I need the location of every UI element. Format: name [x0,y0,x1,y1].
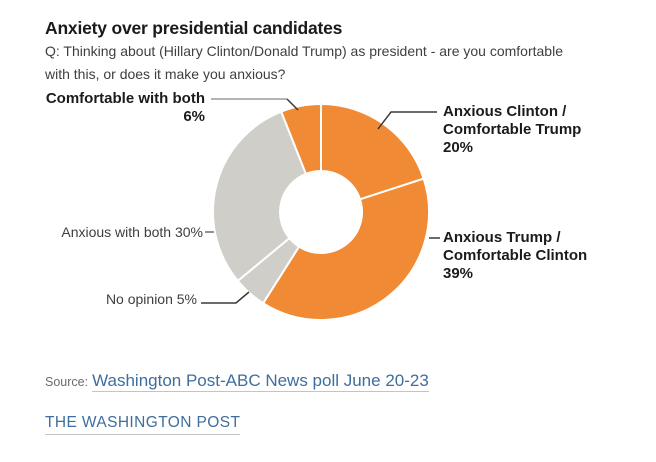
label-anxious-clinton-line2: Comfortable Trump [443,121,582,138]
slice-anxious-trump-comfortable-clinton [261,177,430,321]
label-comfortable-with-both-value: 6% [183,108,205,125]
label-anxious-trump-comfortable-clinton: Anxious Trump / Comfortable Clinton 39% [443,229,587,283]
label-no-opinion: No opinion 5% [105,291,197,307]
slice-no-opinion [236,236,301,305]
slice-comfortable-with-both [279,102,322,176]
slice-anxious-clinton-comfortable-trump [320,102,425,201]
donut-slices [212,102,430,321]
leader-lines [201,98,440,304]
label-anxious-with-both: Anxious with both 30% [61,224,203,240]
label-anxious-trump-value: 39% [443,265,474,282]
leader-no-opinion [201,291,250,304]
chart-title: Anxiety over presidential candidates [45,18,343,38]
label-comfortable-with-both-text: Comfortable with both [45,90,205,107]
label-anxious-clinton-line1: Anxious Clinton / [443,103,567,120]
label-anxious-trump-line2: Comfortable Clinton [443,247,588,264]
source-prefix: Source: [45,375,89,389]
label-comfortable-with-both: Comfortable with both 6% [46,90,205,126]
label-anxious-clinton-value: 20% [443,139,474,156]
publisher-link[interactable]: THE WASHINGTON POST [45,414,241,435]
leader-comfortable-with-both-tick [286,98,299,111]
label-anxious-trump-line1: Anxious Trump / [443,229,561,246]
slice-anxious-with-both [212,110,308,283]
chart-question: Q: Thinking about (Hillary Clinton/Donal… [45,43,563,82]
source-link[interactable]: Washington Post-ABC News poll June 20-23 [92,371,429,392]
leader-anxious-clinton [377,111,437,130]
label-anxious-clinton-comfortable-trump: Anxious Clinton / Comfortable Trump 20% [443,103,581,157]
source-row: Source: Washington Post-ABC News poll Jun… [45,371,429,392]
